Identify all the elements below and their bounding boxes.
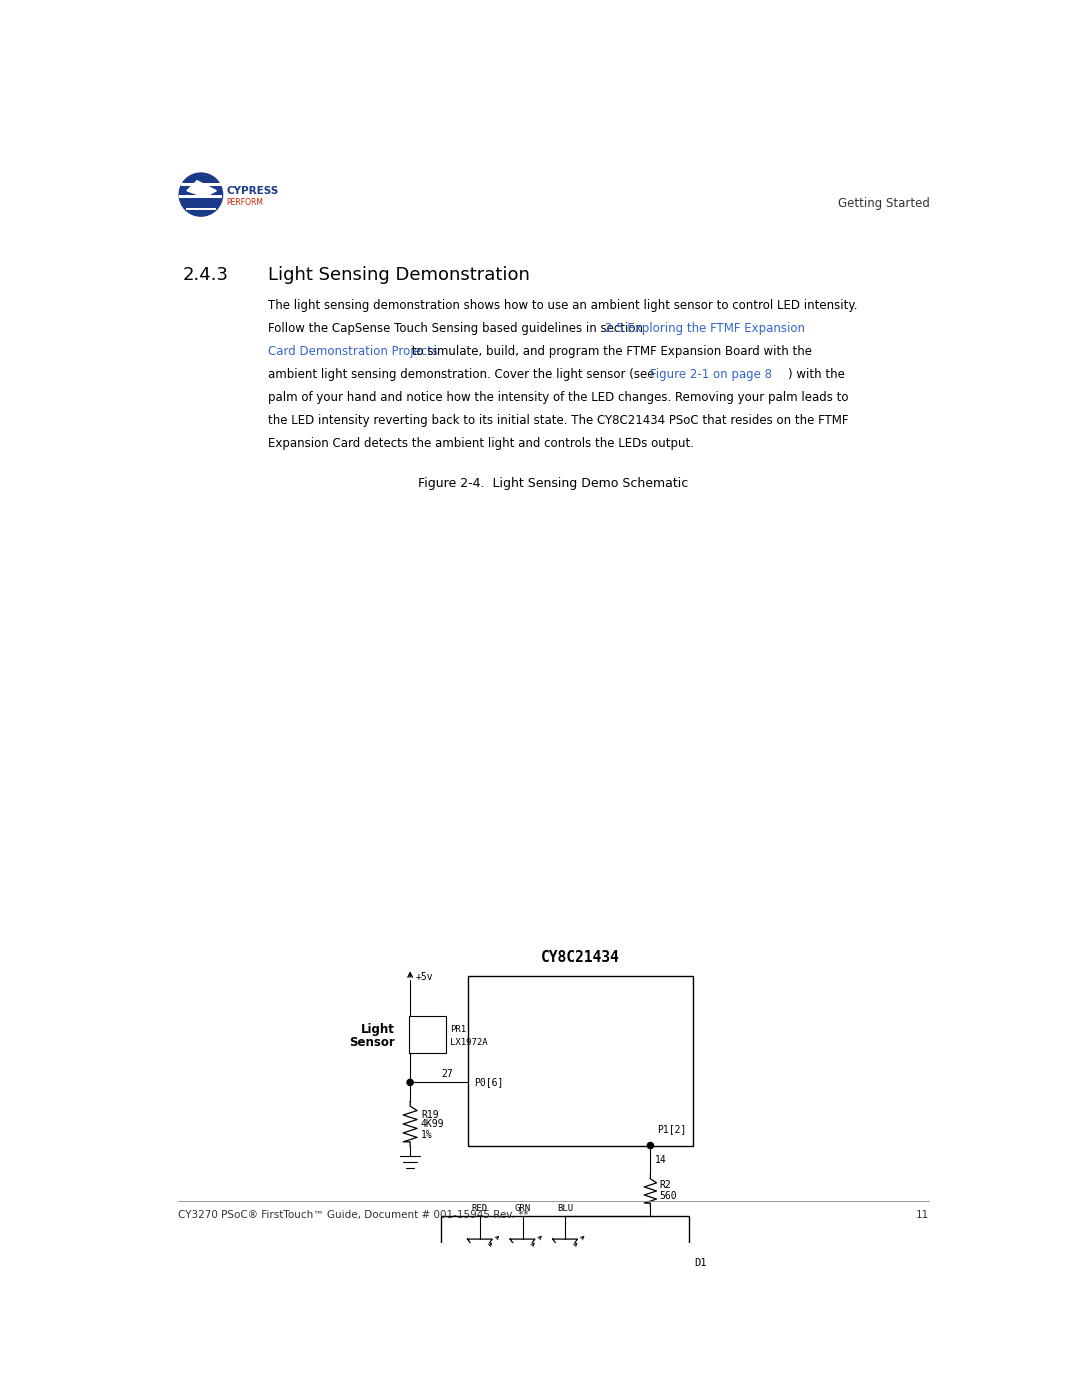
Text: The light sensing demonstration shows how to use an ambient light sensor to cont: The light sensing demonstration shows ho… bbox=[268, 299, 858, 312]
Text: CY8C21434: CY8C21434 bbox=[541, 950, 620, 964]
Text: R2: R2 bbox=[660, 1180, 672, 1190]
Bar bbox=[186, 208, 216, 210]
Circle shape bbox=[179, 173, 222, 217]
Bar bbox=[469, 977, 693, 1146]
Text: CYPRESS: CYPRESS bbox=[227, 186, 279, 196]
Text: P1[2]: P1[2] bbox=[658, 1123, 687, 1133]
Text: Light: Light bbox=[361, 1023, 394, 1035]
Text: 2.5 Exploring the FTMF Expansion: 2.5 Exploring the FTMF Expansion bbox=[606, 321, 806, 335]
Bar bbox=[441, 1217, 689, 1274]
Text: 560: 560 bbox=[660, 1192, 677, 1201]
Text: CY3270 PSoC® FirstTouch™ Guide, Document # 001-15945 Rev. **: CY3270 PSoC® FirstTouch™ Guide, Document… bbox=[177, 1210, 528, 1220]
Text: 4K99: 4K99 bbox=[421, 1119, 445, 1129]
Text: Light Sensing Demonstration: Light Sensing Demonstration bbox=[268, 267, 530, 284]
Circle shape bbox=[407, 1080, 414, 1085]
Text: PERFORM: PERFORM bbox=[227, 198, 264, 207]
Text: RED: RED bbox=[472, 1204, 488, 1214]
Text: GRN: GRN bbox=[514, 1204, 530, 1214]
Bar bbox=[181, 183, 220, 186]
Text: Follow the CapSense Touch Sensing based guidelines in section: Follow the CapSense Touch Sensing based … bbox=[268, 321, 647, 335]
Bar bbox=[179, 196, 222, 198]
Text: PR1: PR1 bbox=[450, 1025, 467, 1034]
Text: BLU: BLU bbox=[557, 1204, 573, 1214]
Text: ) with the: ) with the bbox=[787, 367, 845, 381]
Text: palm of your hand and notice how the intensity of the LED changes. Removing your: palm of your hand and notice how the int… bbox=[268, 391, 849, 404]
Text: P0[6]: P0[6] bbox=[474, 1077, 504, 1087]
Text: Expansion Card detects the ambient light and controls the LEDs output.: Expansion Card detects the ambient light… bbox=[268, 437, 694, 450]
Text: to simulate, build, and program the FTMF Expansion Board with the: to simulate, build, and program the FTMF… bbox=[408, 345, 812, 358]
Polygon shape bbox=[187, 180, 216, 197]
Text: D1: D1 bbox=[693, 1257, 706, 1267]
Text: Sensor: Sensor bbox=[349, 1035, 394, 1049]
Text: LX1972A: LX1972A bbox=[450, 1038, 488, 1046]
Text: Figure 2-1 on page 8: Figure 2-1 on page 8 bbox=[650, 367, 772, 381]
Bar bbox=[408, 1016, 446, 1053]
Text: 11: 11 bbox=[916, 1210, 930, 1220]
Text: Card Demonstration Projects: Card Demonstration Projects bbox=[268, 345, 438, 358]
Text: Getting Started: Getting Started bbox=[837, 197, 930, 210]
Text: 14: 14 bbox=[656, 1155, 666, 1165]
Circle shape bbox=[647, 1143, 653, 1148]
Text: 27: 27 bbox=[441, 1069, 453, 1080]
Text: 2.4.3: 2.4.3 bbox=[183, 267, 229, 284]
Text: R19: R19 bbox=[421, 1109, 438, 1120]
Text: 1%: 1% bbox=[421, 1130, 433, 1140]
Text: +5v: +5v bbox=[416, 972, 433, 982]
Text: the LED intensity reverting back to its initial state. The CY8C21434 PSoC that r: the LED intensity reverting back to its … bbox=[268, 414, 849, 427]
Text: ambient light sensing demonstration. Cover the light sensor (see: ambient light sensing demonstration. Cov… bbox=[268, 367, 659, 381]
Text: Figure 2-4.  Light Sensing Demo Schematic: Figure 2-4. Light Sensing Demo Schematic bbox=[418, 478, 689, 490]
